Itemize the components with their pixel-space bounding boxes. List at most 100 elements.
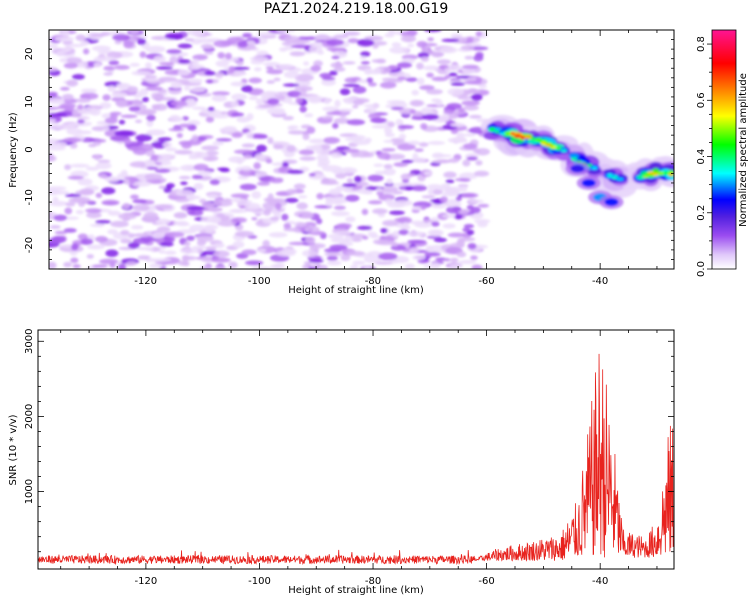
heatmap-cell [89,223,105,228]
heatmap-cell [352,260,366,265]
heatmap-cell [366,77,374,83]
heatmap-cell [184,38,195,42]
heatmap-cell [372,208,388,215]
heatmap-cell [314,34,331,42]
heatmap-cell [407,231,424,237]
heatmap-cell [461,89,481,94]
heatmap-cell [326,255,338,261]
heatmap-cell [274,202,282,210]
heatmap-cell [213,40,232,48]
heatmap-cell [432,204,446,209]
heatmap-cell [360,61,370,65]
heatmap-cell [466,156,478,161]
heatmap-cell [145,45,166,53]
heatmap-cell [66,57,83,64]
heatmap-cell [423,65,440,71]
heatmap-cell [128,176,136,185]
heatmap-cell [345,194,360,202]
heatmap-cell [61,98,78,104]
heatmap-cell [251,217,258,221]
heatmap-cell [349,264,359,269]
heatmap-cell [354,150,370,158]
heatmap-cell [400,173,411,180]
heatmap-cell [323,136,340,144]
heatmap-cell [215,138,232,142]
heatmap-cell [271,208,279,215]
heatmap-cell [148,263,163,269]
heatmap-cell [431,76,448,82]
heatmap-cell [334,99,341,108]
heatmap-cell [104,176,120,183]
heatmap-cell [146,166,158,170]
heatmap-cell [616,177,624,181]
heatmap-cell [328,188,342,196]
heatmap-cell [427,184,442,190]
heatmap-y-tick-label: -10 [24,189,35,205]
heatmap-cell [49,200,68,207]
heatmap-cell [86,211,102,219]
heatmap-cell [447,88,465,96]
heatmap-cell [155,218,171,226]
heatmap-cell [652,172,660,177]
heatmap-cell [254,171,268,177]
heatmap-cell [97,56,116,62]
heatmap-cell [430,230,442,237]
heatmap-cell [79,188,95,196]
heatmap-cell [326,111,342,116]
heatmap-cell [510,131,516,136]
heatmap-cell [251,191,262,199]
heatmap-cell [326,39,345,46]
heatmap-cell [458,260,477,265]
heatmap-cell [336,223,352,229]
heatmap-cell [208,206,220,213]
heatmap-cell [207,107,215,112]
heatmap-cell [535,137,542,142]
heatmap-cell [422,114,439,121]
heatmap-cell [213,242,225,249]
heatmap-cell [342,61,356,65]
heatmap-cell [468,114,482,119]
heatmap-cell [178,59,191,64]
heatmap-cell [146,129,166,136]
heatmap-cell [177,43,193,49]
heatmap-cell [63,216,80,220]
heatmap-cell [291,39,311,44]
heatmap-cell [72,264,81,269]
heatmap-cell [164,250,177,255]
heatmap-cell [70,257,79,264]
heatmap-cell [150,154,159,162]
heatmap-cell [142,96,149,103]
heatmap-cell [123,40,134,48]
heatmap-cell [71,196,91,203]
heatmap-cell [49,118,57,123]
heatmap-cell [454,177,471,182]
heatmap-cell [256,144,267,153]
heatmap-cell [279,47,288,52]
heatmap-cell [262,239,270,248]
heatmap-cell [151,258,172,262]
heatmap-cell [166,182,175,189]
heatmap-cell [405,77,418,82]
heatmap-cell [286,188,298,195]
heatmap-cell [464,55,474,60]
heatmap-cell [299,105,307,113]
heatmap-cell [103,72,113,76]
heatmap-cell [393,199,413,207]
colorbar-gradient [711,29,737,270]
heatmap-cell [461,192,479,198]
heatmap-cell [209,216,222,224]
heatmap-cell [152,104,160,110]
heatmap-cell [414,148,424,152]
heatmap-cell [404,263,415,269]
heatmap-cell [266,69,284,75]
heatmap-cell [134,110,155,116]
heatmap-cell [449,257,459,263]
heatmap-cell [419,142,429,147]
heatmap-cell [401,159,414,164]
heatmap-cell [241,143,255,148]
heatmap-cell [75,34,86,41]
heatmap-cell [95,162,112,170]
heatmap-cell [51,47,69,55]
heatmap-cell [339,88,351,96]
heatmap-cell [438,65,449,69]
